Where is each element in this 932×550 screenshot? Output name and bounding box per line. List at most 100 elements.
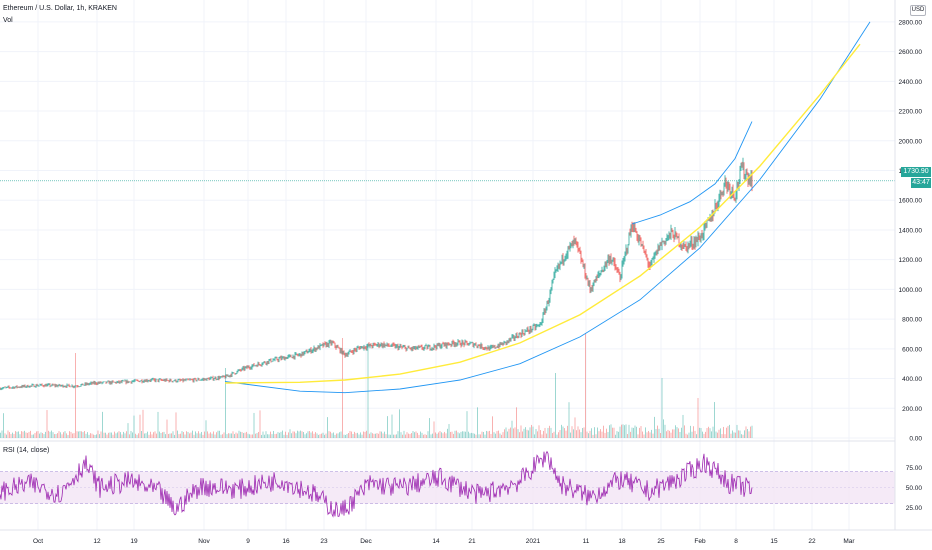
- volume-bar: [727, 426, 729, 438]
- volume-bar: [388, 434, 390, 438]
- volume-bar: [84, 430, 85, 438]
- rsi-tick-label: 75.00: [906, 465, 923, 472]
- volume-bar: [381, 431, 382, 438]
- time-tick-label: 15: [770, 538, 778, 545]
- volume-bar: [1, 430, 3, 438]
- volume-bar: [466, 411, 468, 438]
- volume-bar: [240, 431, 241, 438]
- volume-bar: [259, 410, 261, 438]
- volume-bar: [610, 424, 612, 438]
- volume-bar: [69, 431, 70, 438]
- volume-bars: [0, 333, 753, 438]
- volume-bar: [409, 434, 411, 438]
- volume-bar: [526, 429, 528, 438]
- volume-bar: [393, 434, 394, 438]
- volume-bar: [181, 431, 183, 438]
- volume-bar: [19, 434, 21, 438]
- volume-bar: [48, 430, 49, 438]
- volume-bar: [559, 430, 561, 438]
- volume-bar: [49, 431, 51, 438]
- volume-bar: [516, 407, 517, 438]
- volume-bar: [93, 434, 94, 438]
- volume-bar: [580, 432, 582, 438]
- time-tick-label: 25: [657, 538, 665, 545]
- volume-bar: [235, 432, 237, 438]
- time-tick-label: Oct: [33, 538, 43, 545]
- volume-bar: [555, 373, 556, 438]
- volume-bar: [387, 416, 388, 438]
- volume-bar: [198, 431, 199, 438]
- volume-bar: [349, 430, 351, 438]
- volume-bar: [39, 433, 40, 438]
- volume-bar: [417, 432, 418, 438]
- volume-bar: [523, 428, 525, 438]
- volume-bar: [652, 433, 654, 438]
- volume-bar: [493, 432, 495, 438]
- volume-bar: [607, 432, 609, 438]
- volume-bar: [72, 433, 73, 438]
- volume-bar: [696, 434, 697, 438]
- volume-bar: [435, 432, 436, 438]
- volume-bar: [372, 433, 373, 438]
- volume-bar: [199, 433, 201, 438]
- volume-bar: [444, 431, 445, 438]
- volume-bar: [552, 433, 553, 438]
- volume-bar: [675, 425, 676, 438]
- volume-bar: [27, 432, 28, 438]
- volume-bar: [748, 431, 750, 438]
- volume-bar: [256, 433, 258, 438]
- price-tick-label: 2800.00: [899, 19, 923, 26]
- volume-bar: [166, 419, 168, 438]
- volume-bar: [714, 402, 715, 438]
- volume-bar: [625, 424, 627, 438]
- volume-bar: [0, 432, 1, 438]
- volume-bar: [517, 429, 519, 438]
- currency-button[interactable]: USD: [910, 5, 926, 16]
- volume-bar: [399, 409, 400, 438]
- volume-bar: [312, 431, 313, 438]
- volume-bar: [439, 431, 441, 438]
- volume-bar: [655, 429, 657, 438]
- volume-bar: [712, 426, 714, 438]
- trend-curves: [224, 21, 871, 394]
- volume-bar: [633, 427, 634, 438]
- price-tick-label: 2400.00: [899, 79, 923, 86]
- volume-bar: [102, 411, 103, 438]
- volume-bar: [567, 425, 568, 438]
- volume-bar: [412, 430, 414, 438]
- volume-bar: [24, 430, 25, 438]
- volume-bar: [730, 433, 732, 438]
- volume-bar: [195, 431, 196, 438]
- volume-bar: [547, 427, 549, 438]
- time-tick-label: Mar: [843, 538, 855, 545]
- volume-bar: [583, 427, 585, 438]
- volume-bar: [462, 431, 463, 438]
- volume-bar: [364, 431, 366, 438]
- volume-bar: [178, 434, 180, 438]
- volume-bar: [207, 431, 208, 438]
- time-tick-label: Dec: [360, 538, 372, 545]
- volume-bar: [739, 430, 741, 438]
- volume-bar: [277, 432, 279, 438]
- time-tick-label: 22: [808, 538, 816, 545]
- volume-bar: [358, 434, 360, 438]
- volume-bar: [142, 409, 144, 438]
- volume-bar: [339, 432, 340, 438]
- volume-bar: [172, 431, 174, 438]
- volume-bar: [586, 431, 588, 438]
- volume-bar: [495, 433, 496, 438]
- volume-bar: [511, 420, 513, 438]
- volume-bar: [117, 432, 118, 438]
- volume-bar: [390, 434, 391, 438]
- volume-bar: [622, 424, 624, 438]
- volume-bar: [723, 426, 724, 438]
- volume-bar: [213, 431, 214, 438]
- volume-bar: [70, 431, 72, 438]
- volume-bar: [228, 433, 229, 438]
- price-tick-label: 200.00: [902, 406, 922, 413]
- volume-bar: [664, 424, 666, 438]
- time-tick-label: 19: [130, 538, 138, 545]
- volume-bar: [324, 434, 325, 438]
- volume-bar: [115, 433, 117, 438]
